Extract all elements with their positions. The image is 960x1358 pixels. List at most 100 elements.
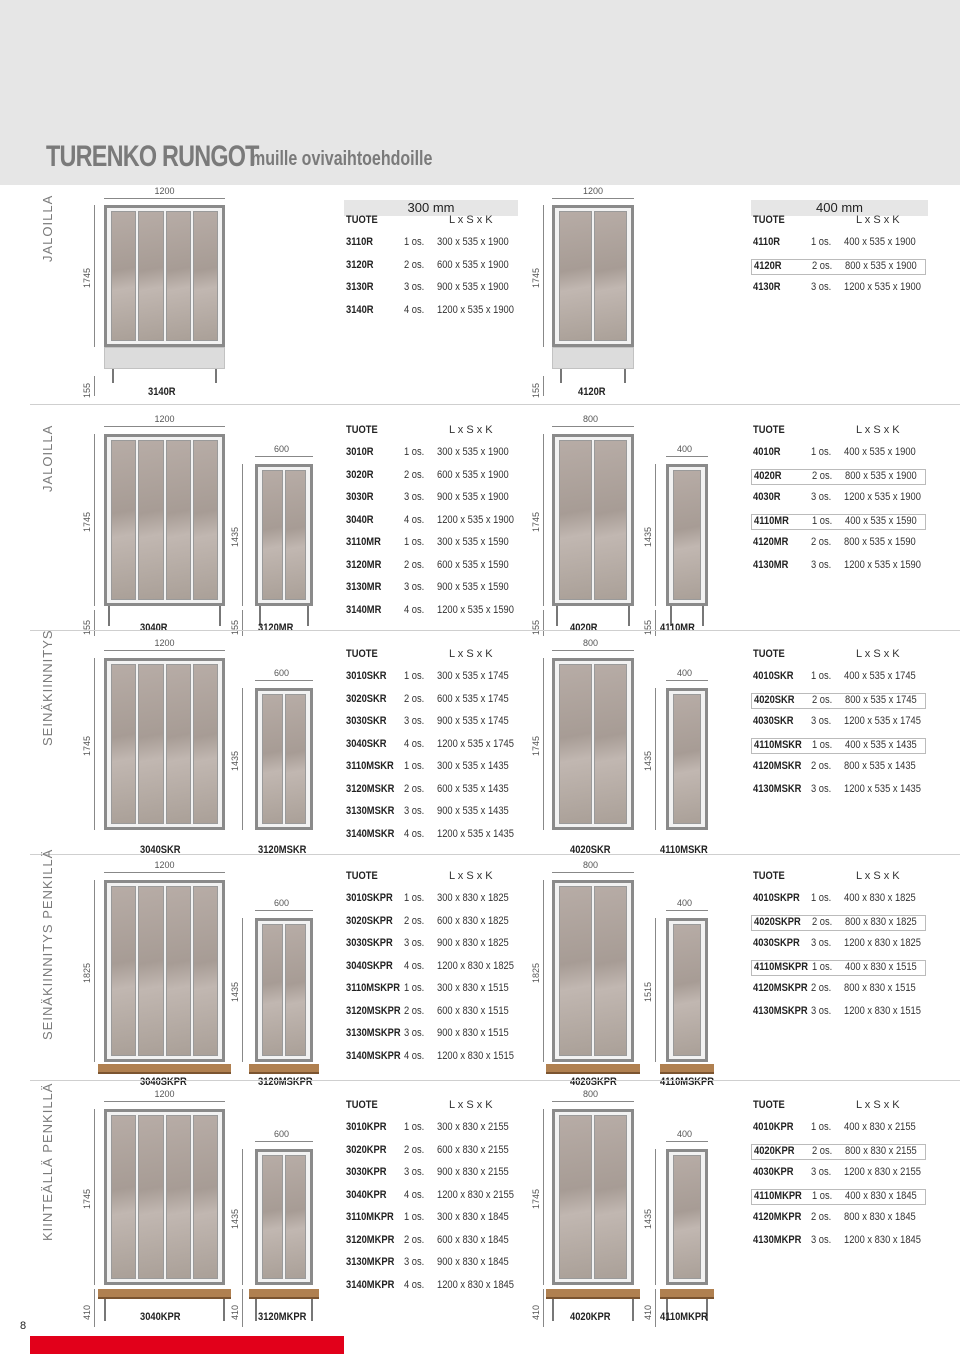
width-dim-line <box>104 872 225 873</box>
product-dimensions: 300 x 535 x 1900 <box>437 236 509 248</box>
product-row: 3030SKR 3 os. 900 x 535 x 1745 <box>344 715 519 731</box>
product-row: 4120MSKR 2 os. 800 x 535 x 1435 <box>751 760 926 776</box>
table-400-series-col-dims: L x S x K <box>856 870 900 882</box>
table-400mm-col-dims: L x S x K <box>856 214 900 226</box>
product-code: 3120MSKPR <box>346 1004 401 1017</box>
table-400-series-header-row: TUOTE L x S x K <box>751 648 926 664</box>
product-dimensions: 800 x 535 x 1435 <box>844 760 916 772</box>
height-dim: 1435 <box>643 1208 653 1229</box>
product-dimensions: 600 x 535 x 1590 <box>437 558 509 571</box>
height-dim: 1745 <box>531 267 541 288</box>
base-dim-line <box>94 376 95 396</box>
product-row: 4020KPR 2 os. 800 x 830 x 2155 <box>751 1143 926 1160</box>
width-dim: 400 <box>677 444 693 454</box>
product-code: 4110MSKPR <box>754 960 809 973</box>
door-count: 1 os. <box>404 1211 425 1223</box>
product-row: 3130MSKR 3 os. 900 x 535 x 1435 <box>344 805 519 821</box>
width-dim-line <box>666 1141 708 1142</box>
door-count: 2 os. <box>811 536 832 548</box>
product-dimensions: 600 x 830 x 2155 <box>437 1143 509 1156</box>
product-dimensions: 600 x 535 x 1435 <box>437 782 509 795</box>
height-dim: 1435 <box>643 526 653 547</box>
width-dim: 400 <box>677 1129 693 1139</box>
cab-a-door <box>192 440 218 600</box>
door-count: 3 os. <box>811 1166 832 1178</box>
width-dim: 1200 <box>154 1089 175 1099</box>
base-dim: 410 <box>531 1304 541 1320</box>
cab-3140r-door <box>165 211 191 341</box>
cab-a-door <box>111 440 137 600</box>
product-dimensions: 600 x 830 x 1845 <box>437 1233 509 1246</box>
cab-3140r-door <box>111 211 137 341</box>
product-code: 4120MKPR <box>753 1211 802 1223</box>
door-count: 2 os. <box>404 558 425 571</box>
product-code: 4130MR <box>753 558 789 571</box>
height-dim-line <box>242 918 243 1062</box>
door-count: 2 os. <box>811 1211 832 1223</box>
height-dim-line <box>94 658 95 830</box>
page-number: 8 <box>20 1320 27 1332</box>
product-dimensions: 1200 x 535 x 1435 <box>844 782 921 795</box>
product-row: 4130MKPR 3 os. 1200 x 830 x 1845 <box>751 1234 926 1250</box>
base-dim-line <box>242 1289 243 1327</box>
cab-a-door <box>165 886 191 1056</box>
table-400-series-header-row: TUOTE L x S x K <box>751 1099 926 1115</box>
product-code: 3040R <box>346 513 374 526</box>
door-count: 3 os. <box>404 281 425 293</box>
product-row: 4120MSKPR 2 os. 800 x 830 x 1515 <box>751 982 926 998</box>
table-400mm-header-row: TUOTE L x S x K <box>751 214 926 230</box>
product-dimensions: 800 x 535 x 1900 <box>845 469 917 482</box>
model-label: 3040SKR <box>140 844 181 856</box>
product-row: 4120MR 2 os. 800 x 535 x 1590 <box>751 536 926 552</box>
width-dim: 1200 <box>583 186 604 196</box>
cab-b-cabinet <box>255 918 313 1062</box>
product-code: 4120MSKPR <box>753 982 808 994</box>
product-row: 3030KPR 3 os. 900 x 830 x 2155 <box>344 1166 519 1182</box>
cab-4120r-leg <box>624 369 626 383</box>
door-count: 3 os. <box>811 558 832 571</box>
cab-a-door <box>192 1115 218 1279</box>
door-count: 3 os. <box>404 715 425 727</box>
product-code: 4030KPR <box>753 1166 794 1178</box>
section-4: KIINTEÄLLÄ PENKILLÄ 1200 1745 600 1435 800 174… <box>0 1083 960 1327</box>
product-dimensions: 900 x 535 x 1745 <box>437 715 509 727</box>
product-code: 4020R <box>754 469 782 482</box>
product-code: 3020R <box>346 468 374 481</box>
product-row: 4030KPR 3 os. 1200 x 830 x 2155 <box>751 1166 926 1182</box>
product-row: 4010KPR 1 os. 400 x 830 x 2155 <box>751 1121 926 1137</box>
door-count: 3 os. <box>811 491 832 503</box>
cab-a-door <box>138 886 164 1056</box>
product-code: 4130MSKPR <box>753 1004 808 1017</box>
base-dim-line <box>543 376 544 396</box>
product-dimensions: 400 x 830 x 1845 <box>845 1189 917 1202</box>
door-count: 2 os. <box>812 1144 833 1157</box>
table-400-series-header-row: TUOTE L x S x K <box>751 424 926 440</box>
product-code: 4010SKPR <box>753 892 800 904</box>
height-dim: 1435 <box>230 750 240 771</box>
product-row: 3010KPR 1 os. 300 x 830 x 2155 <box>344 1121 519 1137</box>
height-dim-line <box>543 434 544 606</box>
cab-b-cabinet <box>255 688 313 830</box>
door-count: 1 os. <box>404 982 425 994</box>
cab-4120r-cabinet <box>552 205 634 347</box>
cab-c-door <box>559 1115 592 1279</box>
product-dimensions: 900 x 535 x 1435 <box>437 805 509 817</box>
width-dim: 1200 <box>154 186 175 196</box>
product-row: 3020R 2 os. 600 x 535 x 1900 <box>344 469 519 485</box>
door-count: 3 os. <box>404 491 425 503</box>
model-label: 3120MSKPR <box>258 1076 313 1088</box>
section-divider <box>30 854 960 855</box>
product-code: 3030SKPR <box>346 937 393 949</box>
product-row: 4120R 2 os. 800 x 535 x 1900 <box>751 258 926 275</box>
product-dimensions: 600 x 535 x 1745 <box>437 692 509 705</box>
cab-b-door <box>285 1155 306 1279</box>
product-code: 3130MSKPR <box>346 1027 401 1039</box>
base-dim-line <box>655 610 656 636</box>
base-dim-line <box>242 610 243 636</box>
table-300-series-col-dims: L x S x K <box>449 424 493 436</box>
height-dim-line <box>242 688 243 830</box>
product-code: 3010SKR <box>346 670 387 682</box>
table-300-series-col-dims: L x S x K <box>449 1099 493 1111</box>
cab-d-bench <box>660 1064 714 1074</box>
product-dimensions: 1200 x 535 x 1900 <box>437 303 514 316</box>
